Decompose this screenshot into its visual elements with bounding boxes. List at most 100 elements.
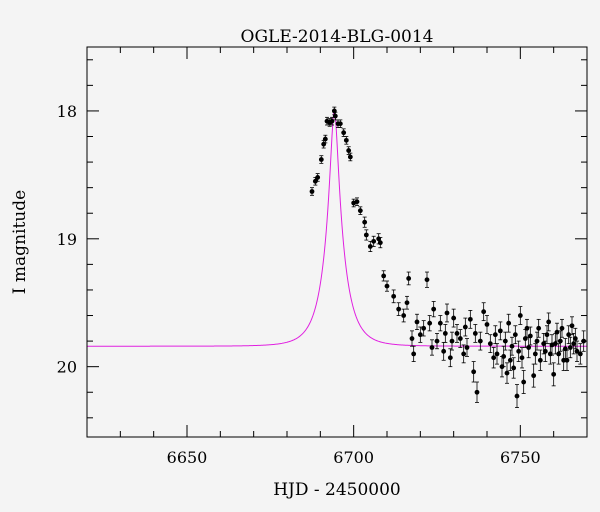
data-marker bbox=[461, 351, 467, 357]
data-marker bbox=[546, 319, 552, 325]
data-marker bbox=[556, 351, 562, 357]
data-point bbox=[477, 331, 483, 351]
data-point bbox=[494, 343, 500, 365]
data-marker bbox=[511, 365, 517, 371]
data-marker bbox=[494, 351, 500, 357]
data-point bbox=[517, 306, 523, 325]
data-marker bbox=[487, 341, 493, 347]
data-marker bbox=[346, 148, 352, 153]
data-marker bbox=[532, 351, 538, 357]
data-marker bbox=[524, 325, 530, 331]
data-marker bbox=[391, 293, 397, 299]
data-marker bbox=[554, 329, 560, 335]
data-marker bbox=[467, 316, 473, 322]
data-marker bbox=[381, 273, 387, 279]
data-point bbox=[421, 320, 427, 337]
data-marker bbox=[401, 313, 407, 318]
data-point bbox=[557, 330, 563, 352]
y-tick-label: 18 bbox=[57, 102, 77, 121]
data-marker bbox=[417, 332, 423, 338]
data-marker bbox=[569, 323, 575, 329]
data-marker bbox=[434, 338, 440, 344]
data-marker bbox=[343, 137, 349, 143]
data-point bbox=[536, 318, 542, 338]
data-marker bbox=[474, 389, 480, 395]
data-marker bbox=[444, 310, 450, 316]
data-point bbox=[371, 235, 377, 247]
data-marker bbox=[517, 313, 523, 318]
plot-area bbox=[87, 106, 587, 408]
data-marker bbox=[411, 351, 417, 357]
data-point bbox=[367, 240, 373, 252]
data-marker bbox=[363, 232, 369, 238]
y-axis-label: I magnitude bbox=[10, 190, 30, 294]
x-tick-label: 6650 bbox=[167, 448, 208, 467]
data-marker bbox=[502, 338, 508, 344]
data-marker bbox=[544, 332, 550, 338]
data-point bbox=[504, 362, 510, 384]
data-marker bbox=[491, 355, 497, 361]
data-point bbox=[318, 155, 324, 164]
data-point bbox=[337, 119, 343, 128]
data-point bbox=[509, 336, 515, 356]
data-marker bbox=[551, 371, 557, 377]
data-marker bbox=[354, 199, 360, 205]
data-point bbox=[542, 340, 548, 362]
data-point bbox=[511, 357, 517, 379]
data-marker bbox=[437, 320, 443, 326]
data-marker bbox=[431, 306, 437, 312]
data-marker bbox=[371, 238, 377, 244]
data-point bbox=[377, 237, 383, 249]
data-marker bbox=[414, 319, 420, 325]
data-point bbox=[341, 128, 347, 137]
data-marker bbox=[429, 345, 435, 350]
data-marker bbox=[506, 320, 512, 326]
data-point bbox=[429, 339, 435, 356]
data-point bbox=[424, 271, 430, 288]
data-point bbox=[526, 336, 532, 359]
data-marker bbox=[504, 370, 510, 376]
data-marker bbox=[464, 345, 470, 350]
data-marker bbox=[462, 324, 468, 330]
data-point bbox=[512, 325, 518, 345]
data-marker bbox=[552, 341, 558, 347]
data-point bbox=[363, 229, 369, 241]
data-point bbox=[546, 312, 552, 332]
data-marker bbox=[457, 336, 463, 341]
data-point bbox=[427, 315, 433, 332]
data-point bbox=[454, 324, 460, 343]
data-point bbox=[396, 302, 402, 316]
data-marker bbox=[536, 325, 542, 331]
data-marker bbox=[409, 336, 415, 341]
data-marker bbox=[396, 306, 402, 312]
data-point bbox=[449, 331, 455, 351]
data-point bbox=[534, 331, 540, 351]
data-marker bbox=[507, 357, 513, 363]
data-marker bbox=[519, 355, 525, 361]
data-point bbox=[434, 333, 440, 350]
data-marker bbox=[421, 325, 427, 331]
data-point bbox=[346, 146, 352, 155]
data-point bbox=[559, 318, 565, 338]
data-point bbox=[484, 315, 490, 334]
data-marker bbox=[341, 130, 347, 136]
data-marker bbox=[534, 338, 540, 344]
data-point bbox=[527, 326, 533, 346]
data-point bbox=[457, 329, 463, 348]
data-marker bbox=[337, 121, 343, 127]
data-marker bbox=[332, 113, 338, 119]
data-marker bbox=[362, 219, 368, 225]
data-point bbox=[467, 310, 473, 329]
data-marker bbox=[541, 341, 547, 347]
data-point bbox=[451, 308, 457, 328]
data-point bbox=[414, 313, 420, 330]
data-marker bbox=[516, 348, 522, 354]
data-marker bbox=[427, 320, 433, 326]
data-point bbox=[347, 152, 353, 162]
data-point bbox=[384, 280, 390, 292]
data-marker bbox=[377, 240, 383, 246]
data-point bbox=[554, 322, 560, 342]
data-marker bbox=[497, 328, 503, 334]
data-point bbox=[381, 270, 387, 282]
